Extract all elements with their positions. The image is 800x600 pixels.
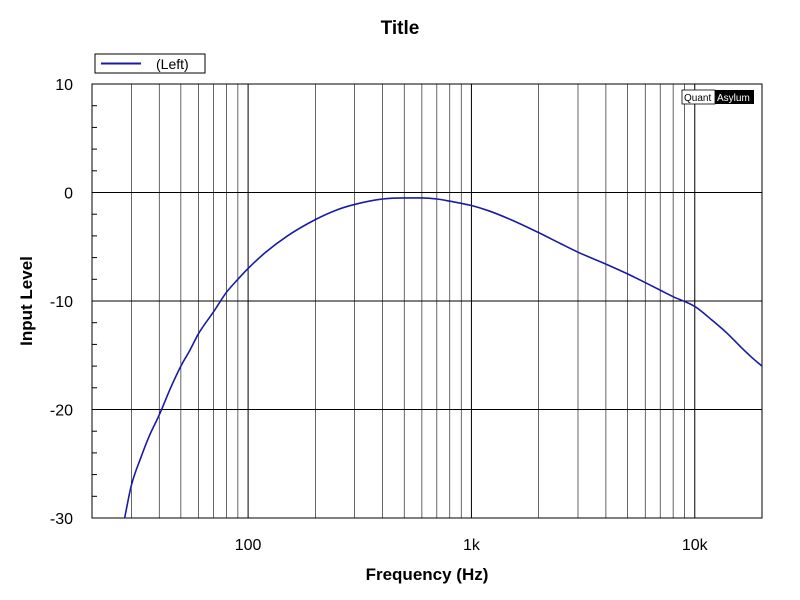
grid: [92, 84, 762, 518]
series-line: [123, 197, 763, 519]
watermark-text-part2: Asylum: [717, 93, 750, 104]
axis-ticks: [92, 83, 100, 519]
chart-title: Title: [381, 18, 420, 39]
y-tick-label: 10: [55, 77, 73, 94]
y-axis-label: Input Level: [17, 256, 36, 346]
watermark-logo: Quant Asylum: [681, 89, 754, 105]
x-tick-label: 10k: [682, 537, 709, 554]
x-axis-label: Frequency (Hz): [366, 565, 489, 584]
legend-box: [94, 53, 206, 74]
x-tick-label: 100: [235, 537, 262, 554]
y-tick-label: -30: [50, 511, 73, 528]
y-tick-label: -20: [50, 403, 73, 420]
legend: (Left): [94, 53, 206, 74]
y-tick-label: -10: [50, 294, 73, 311]
legend-label: (Left): [156, 56, 189, 72]
watermark-text-part1: Quant: [684, 93, 711, 104]
y-tick-label: 0: [64, 186, 73, 203]
x-tick-label: 1k: [463, 537, 481, 554]
series-layer: [123, 197, 763, 519]
